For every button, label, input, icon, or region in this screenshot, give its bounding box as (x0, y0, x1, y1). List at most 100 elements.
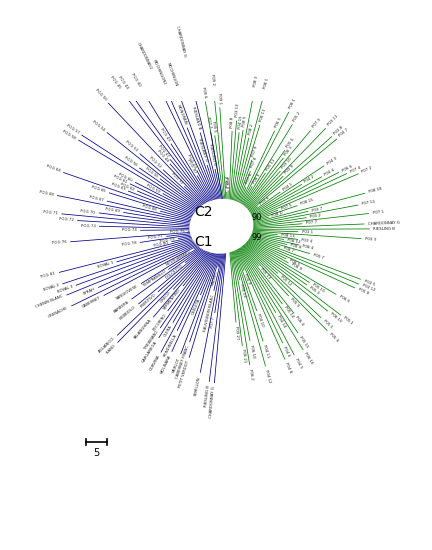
Text: P06 9: P06 9 (291, 263, 302, 272)
Text: BARBERA: BARBERA (113, 300, 130, 313)
Text: POG 50: POG 50 (94, 88, 107, 102)
Text: GLERA: GLERA (163, 324, 173, 338)
Text: MOCHINGON2: MOCHINGON2 (151, 59, 166, 86)
Text: P05 15: P05 15 (299, 335, 309, 348)
Text: P04 14: P04 14 (276, 315, 286, 329)
Text: P04 10: P04 10 (256, 314, 264, 328)
Text: 90: 90 (252, 213, 263, 222)
Text: P04 5: P04 5 (294, 357, 303, 368)
Text: P03 7: P03 7 (311, 206, 323, 212)
Text: FIANO: FIANO (105, 344, 117, 355)
Text: RONDINELLA: RONDINELLA (162, 333, 177, 358)
Text: CHARDONNAY G: CHARDONNAY G (210, 387, 216, 419)
Text: P09 4: P09 4 (226, 175, 230, 187)
Text: POG 57: POG 57 (65, 123, 79, 135)
Text: P05 8: P05 8 (357, 288, 369, 296)
Text: P09 5: P09 5 (211, 121, 216, 132)
Text: MERLOT: MERLOT (172, 356, 181, 373)
Text: P05 14: P05 14 (283, 306, 294, 319)
Text: POG 51: POG 51 (170, 172, 183, 185)
Text: P05 13: P05 13 (260, 267, 271, 280)
Text: P03 10: P03 10 (281, 157, 293, 170)
Text: P03 9: P03 9 (284, 164, 295, 175)
Text: POG 70: POG 70 (80, 208, 95, 214)
Text: PETIT VERDOT: PETIT VERDOT (178, 360, 190, 389)
Text: P03 13: P03 13 (235, 103, 240, 117)
Text: POG 68: POG 68 (39, 190, 54, 197)
Text: POG 47: POG 47 (157, 144, 169, 158)
Text: P06 1: P06 1 (289, 98, 297, 110)
Text: GRENACHE: GRENACHE (48, 306, 69, 319)
Text: POG 30: POG 30 (186, 158, 197, 173)
Text: POG 67: POG 67 (89, 195, 104, 202)
Text: P03 3: P03 3 (365, 237, 376, 241)
Text: RIESLING B: RIESLING B (373, 227, 395, 231)
Text: P08 D: P08 D (272, 211, 284, 218)
Text: POG 77: POG 77 (148, 235, 163, 240)
Text: SANGIOVESE: SANGIOVESE (115, 284, 139, 301)
Text: RIESLING B: RIESLING B (208, 144, 216, 166)
Text: POG 43: POG 43 (159, 127, 171, 142)
Text: P07 1: P07 1 (372, 210, 384, 215)
Text: FALANGHINA: FALANGHINA (133, 318, 152, 340)
Text: P05 6: P05 6 (285, 138, 295, 148)
Text: PRIMITIVO: PRIMITIVO (139, 293, 157, 309)
Text: P05 5: P05 5 (322, 318, 333, 329)
Text: P08 1: P08 1 (264, 78, 270, 90)
Text: P03 2: P03 2 (310, 213, 321, 219)
Text: POG 63: POG 63 (110, 183, 126, 191)
Text: POG 79: POG 79 (159, 237, 175, 244)
Text: SEMILLON: SEMILLON (194, 376, 202, 396)
Text: P07 4: P07 4 (349, 166, 361, 174)
Text: P03 5: P03 5 (363, 279, 375, 287)
Text: P04 7: P04 7 (339, 128, 349, 138)
Text: P08 8: P08 8 (230, 117, 235, 128)
Text: P08 4: P08 4 (302, 244, 314, 250)
Text: POG 78: POG 78 (121, 241, 137, 247)
Text: P08 2: P08 2 (248, 123, 254, 135)
Text: RIESLAND B: RIESLAND B (191, 106, 201, 130)
Text: P04 3: P04 3 (326, 156, 337, 166)
Text: POG 55: POG 55 (144, 166, 159, 178)
Text: P05 12: P05 12 (280, 274, 292, 287)
Text: P06 5: P06 5 (289, 258, 300, 267)
Text: CHARDONNAY G: CHARDONNAY G (368, 221, 400, 226)
Text: P04 6: P04 6 (283, 345, 291, 357)
Text: P04 15: P04 15 (238, 116, 243, 129)
Text: P09 27: P09 27 (234, 326, 239, 340)
Text: MALBEC: MALBEC (211, 270, 219, 287)
Text: P09 2: P09 2 (210, 74, 215, 85)
Text: SYRAH: SYRAH (83, 287, 96, 296)
Text: P04 11: P04 11 (262, 344, 270, 359)
Text: P06 10: P06 10 (329, 312, 342, 323)
Text: P06 10: P06 10 (249, 344, 255, 358)
Text: CHARDONNAY2: CHARDONNAY2 (136, 41, 152, 70)
Text: POG 61: POG 61 (113, 174, 127, 184)
Text: P08 15: P08 15 (300, 198, 314, 206)
Text: P04 12: P04 12 (264, 369, 272, 383)
Text: 99: 99 (252, 233, 263, 242)
Text: POG 81: POG 81 (41, 271, 56, 279)
Text: GARGANEGA: GARGANEGA (142, 340, 159, 363)
Text: P09 1: P09 1 (217, 93, 222, 104)
Text: POG 72: POG 72 (59, 217, 74, 222)
Text: P08 6: P08 6 (252, 173, 261, 184)
Text: P08 5: P08 5 (241, 116, 247, 127)
Text: P03 8: P03 8 (333, 125, 344, 135)
Text: P05 2: P05 2 (292, 111, 302, 123)
Text: POG 40: POG 40 (130, 73, 141, 87)
Text: P03 11: P03 11 (327, 114, 339, 127)
Text: P08 3: P08 3 (253, 75, 259, 87)
Text: POG 65: POG 65 (91, 185, 106, 194)
Text: POG 73: POG 73 (81, 224, 95, 228)
Text: P05 1: P05 1 (343, 316, 354, 326)
Text: POG 76: POG 76 (52, 240, 67, 245)
Text: P05 11: P05 11 (266, 158, 276, 171)
Text: BOVAL 3: BOVAL 3 (57, 285, 73, 294)
Text: POG 62: POG 62 (120, 182, 135, 191)
Text: P07 5: P07 5 (280, 203, 292, 211)
Text: RIESLING B: RIESLING B (204, 385, 211, 407)
Text: CABERNET: CABERNET (81, 295, 102, 309)
Text: DOLCETTO: DOLCETTO (164, 263, 184, 279)
Text: POG 54: POG 54 (91, 119, 105, 131)
